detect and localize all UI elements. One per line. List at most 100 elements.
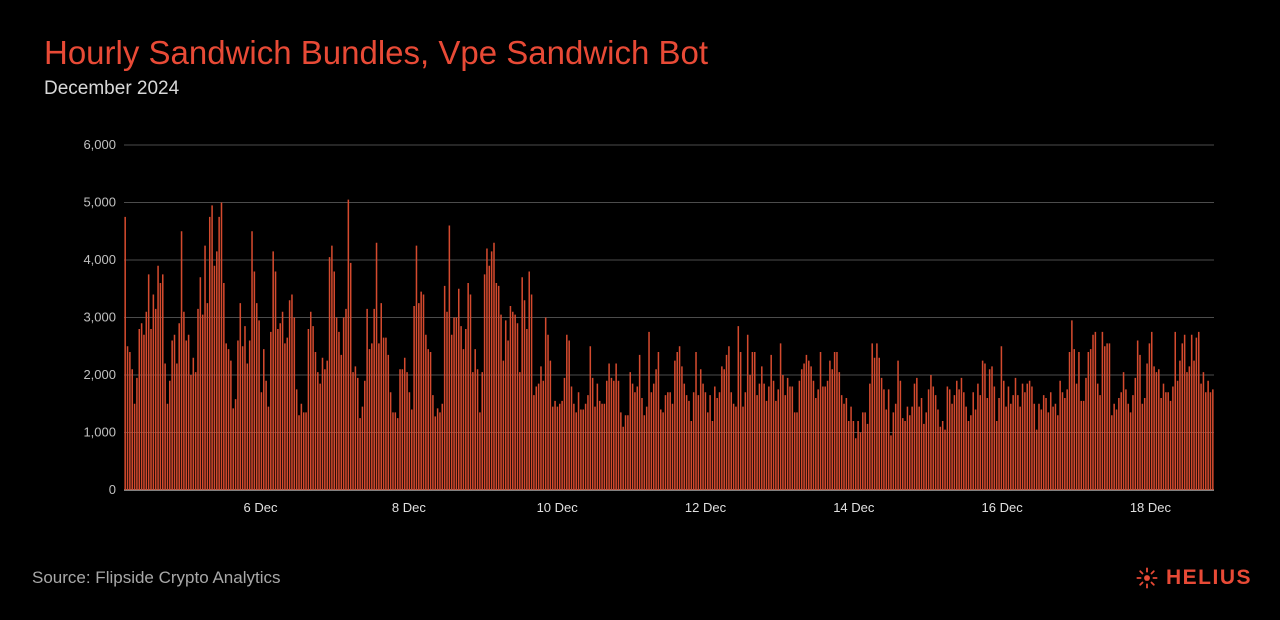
bar — [287, 338, 289, 490]
bar — [956, 381, 958, 490]
bar — [918, 407, 920, 490]
bar — [430, 352, 432, 490]
bar — [479, 412, 481, 490]
bar — [143, 335, 145, 490]
bar — [134, 404, 136, 490]
bar — [315, 352, 317, 490]
bar — [540, 366, 542, 490]
bar — [364, 381, 366, 490]
bar — [921, 398, 923, 490]
bar — [1057, 415, 1059, 490]
bar — [644, 415, 646, 490]
bar — [876, 343, 878, 490]
bar — [388, 355, 390, 490]
bar — [1177, 381, 1179, 490]
bar — [970, 415, 972, 490]
bar — [954, 395, 956, 490]
bar — [169, 381, 171, 490]
bar — [1113, 404, 1115, 490]
svg-text:6,000: 6,000 — [83, 137, 116, 152]
bar — [1083, 401, 1085, 490]
bar — [756, 395, 758, 490]
bar — [813, 381, 815, 490]
bar — [486, 249, 488, 491]
bar — [1005, 407, 1007, 490]
bar — [171, 341, 173, 491]
bar — [489, 266, 491, 490]
bar — [176, 364, 178, 491]
bar — [881, 378, 883, 490]
bar — [472, 372, 474, 490]
bar — [376, 243, 378, 490]
bar — [378, 343, 380, 490]
bar — [1186, 372, 1188, 490]
bar — [615, 364, 617, 491]
bar — [514, 315, 516, 490]
bar — [599, 401, 601, 490]
bar — [923, 424, 925, 490]
bar — [505, 320, 507, 490]
bar — [864, 412, 866, 490]
svg-text:18 Dec: 18 Dec — [1130, 500, 1172, 515]
bar — [423, 295, 425, 491]
bar — [1010, 404, 1012, 490]
bar — [714, 387, 716, 491]
bar — [148, 274, 150, 490]
svg-text:DATE: DATE — [653, 529, 685, 530]
bar — [895, 404, 897, 490]
svg-text:4,000: 4,000 — [83, 252, 116, 267]
bar — [1034, 404, 1036, 490]
bar — [1045, 398, 1047, 490]
bar — [672, 404, 674, 490]
bar — [707, 412, 709, 490]
bar — [815, 398, 817, 490]
bar — [1163, 384, 1165, 490]
bar — [357, 378, 359, 490]
bar — [294, 318, 296, 491]
bar — [1050, 392, 1052, 490]
bar — [684, 384, 686, 490]
bar — [439, 412, 441, 490]
bar — [538, 384, 540, 490]
bar — [251, 231, 253, 490]
bar — [308, 329, 310, 490]
svg-text:6 Dec: 6 Dec — [244, 500, 278, 515]
bar — [742, 407, 744, 490]
bar — [331, 246, 333, 490]
bar — [606, 381, 608, 490]
bar — [719, 392, 721, 490]
bar — [1184, 335, 1186, 490]
bar — [474, 349, 476, 490]
bar — [390, 392, 392, 490]
bar — [305, 412, 307, 490]
bar — [456, 318, 458, 491]
bar — [338, 332, 340, 490]
bar — [987, 398, 989, 490]
bar — [519, 372, 521, 490]
bar — [1127, 404, 1129, 490]
helius-icon — [1136, 567, 1158, 589]
bar — [780, 343, 782, 490]
brand-name: HELIUS — [1166, 566, 1252, 590]
bar — [925, 412, 927, 490]
bar — [524, 300, 526, 490]
bar — [857, 421, 859, 490]
bar — [667, 392, 669, 490]
bar — [782, 375, 784, 490]
bar — [329, 257, 331, 490]
bar — [571, 387, 573, 491]
bar — [1064, 398, 1066, 490]
bar — [477, 369, 479, 490]
bar — [1073, 349, 1075, 490]
bar — [261, 392, 263, 490]
bar — [839, 372, 841, 490]
bar — [216, 251, 218, 490]
bar — [909, 415, 911, 490]
bar — [693, 392, 695, 490]
bar — [561, 401, 563, 490]
bar — [726, 355, 728, 490]
bar — [980, 395, 982, 490]
bar — [275, 272, 277, 491]
bar — [947, 387, 949, 491]
bar — [998, 398, 1000, 490]
